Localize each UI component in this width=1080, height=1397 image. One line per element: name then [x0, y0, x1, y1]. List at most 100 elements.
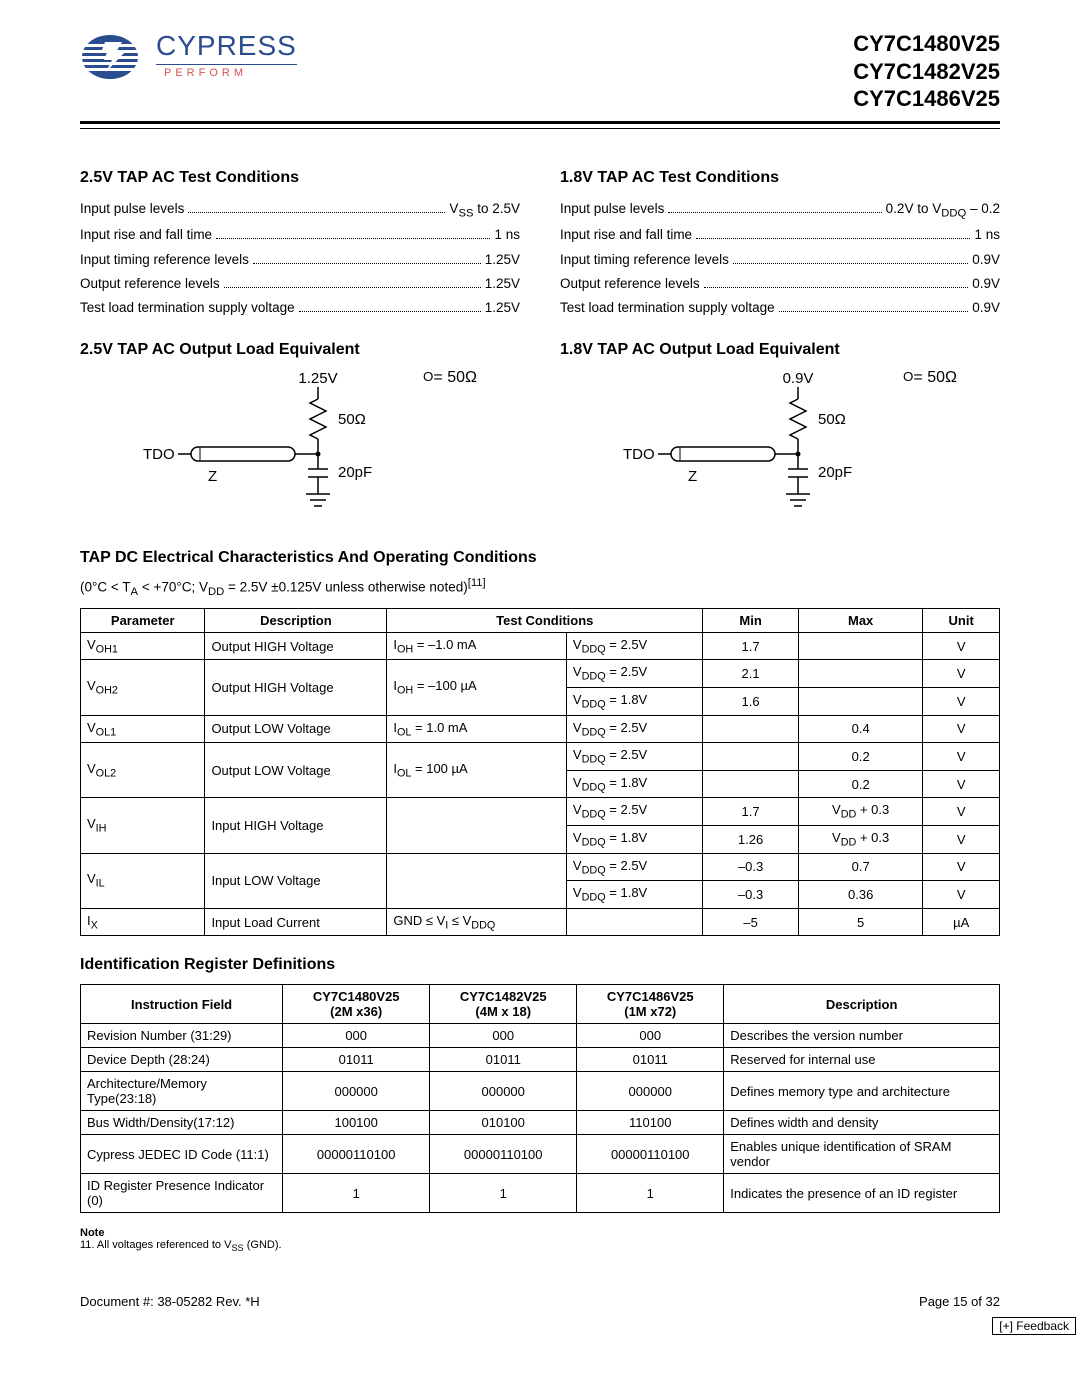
cell-min: 1.6 [703, 688, 799, 716]
cell-tc1: IOL = 1.0 mA [387, 715, 567, 743]
condition-row: Input rise and fall time1 ns [80, 223, 520, 247]
svg-text:20pF: 20pF [818, 464, 852, 481]
condition-row: Input timing reference levels 0.9V [560, 248, 1000, 272]
cell-tc1: IOL = 100 µA [387, 743, 567, 798]
part-number: CY7C1486V25 [853, 85, 1000, 113]
cell-desc: Defines width and density [724, 1111, 1000, 1135]
dc-table: ParameterDescriptionTest ConditionsMinMa… [80, 608, 1000, 937]
condition-label: Input timing reference levels [80, 248, 249, 272]
cell-max [798, 632, 922, 660]
condition-label: Input pulse levels [80, 197, 184, 221]
table-row: VILInput LOW VoltageVDDQ = 2.5V–0.30.7V [81, 853, 1000, 881]
condition-value: 1 ns [974, 223, 1000, 247]
cell-b: 000 [430, 1024, 577, 1048]
page-header: CYPRESS PERFORM CY7C1480V25 CY7C1482V25 … [80, 30, 1000, 124]
svg-text:1.25V: 1.25V [298, 370, 337, 387]
cell-param: IX [81, 908, 205, 936]
condition-value: 1.25V [485, 296, 520, 320]
col-desc: Description [205, 608, 387, 632]
cell-b: 01011 [430, 1048, 577, 1072]
cell-max: 0.7 [798, 853, 922, 881]
cell-a: 1 [283, 1174, 430, 1213]
condition-label: Output reference levels [560, 272, 700, 296]
cell-desc: Input Load Current [205, 908, 387, 936]
part-number: CY7C1482V25 [853, 58, 1000, 86]
circuit-18v: 0.9V50Ω20pFTDOZO= 50Ω [560, 369, 1000, 519]
cell-a: 100100 [283, 1111, 430, 1135]
cell-desc: Output HIGH Voltage [205, 660, 387, 715]
cell-max: 0.36 [798, 881, 922, 909]
cell-min: 1.26 [703, 825, 799, 853]
cell-tc2: VDDQ = 2.5V [566, 632, 702, 660]
table-row: VOH2Output HIGH VoltageIOH = –100 µAVDDQ… [81, 660, 1000, 688]
cell-unit: V [923, 770, 1000, 798]
cell-param: VOL2 [81, 743, 205, 798]
condition-value: 0.9V [972, 248, 1000, 272]
condition-label: Input pulse levels [560, 197, 664, 221]
condition-value: 0.9V [972, 296, 1000, 320]
cell-min: 2.1 [703, 660, 799, 688]
part-number: CY7C1480V25 [853, 30, 1000, 58]
condition-value: 1.25V [485, 272, 520, 296]
cell-max: 5 [798, 908, 922, 936]
cell-tc2: VDDQ = 1.8V [566, 881, 702, 909]
table-row: VOL2Output LOW VoltageIOL = 100 µAVDDQ =… [81, 743, 1000, 771]
cell-c: 000 [577, 1024, 724, 1048]
cell-unit: V [923, 660, 1000, 688]
note: Note 11. All voltages referenced to VSS … [80, 1227, 1000, 1253]
col-25v: 2.5V TAP AC Test Conditions Input pulse … [80, 149, 520, 529]
condition-label: Input timing reference levels [560, 248, 729, 272]
cell-unit: V [923, 825, 1000, 853]
cell-field: Revision Number (31:29) [81, 1024, 283, 1048]
cell-field: Bus Width/Density(17:12) [81, 1111, 283, 1135]
col-header: CY7C1482V25(4M x 18) [430, 985, 577, 1024]
cell-a: 01011 [283, 1048, 430, 1072]
cell-tc2: VDDQ = 1.8V [566, 770, 702, 798]
cell-param: VOH1 [81, 632, 205, 660]
col-18v: 1.8V TAP AC Test Conditions Input pulse … [560, 149, 1000, 529]
svg-text:Z: Z [208, 468, 217, 485]
cell-c: 1 [577, 1174, 724, 1213]
cell-tc2: VDDQ = 1.8V [566, 688, 702, 716]
feedback-button[interactable]: [+] Feedback [992, 1317, 1076, 1335]
cell-field: ID Register Presence Indicator (0) [81, 1174, 283, 1213]
logo-tagline: PERFORM [156, 67, 247, 79]
circuit-diagram: 1.25V50Ω20pFTDOZ [123, 369, 423, 519]
cell-desc: Indicates the presence of an ID register [724, 1174, 1000, 1213]
condition-value: 1 ns [494, 223, 520, 247]
cell-tc2: VDDQ = 2.5V [566, 743, 702, 771]
cell-max: VDD + 0.3 [798, 798, 922, 826]
cell-min: –5 [703, 908, 799, 936]
cell-max: 0.2 [798, 743, 922, 771]
cell-a: 000000 [283, 1072, 430, 1111]
cell-tc1 [387, 798, 567, 853]
condition-row: Input pulse levelsVSS to 2.5V [80, 197, 520, 224]
condition-row: Output reference levels0.9V [560, 272, 1000, 296]
svg-text:Z: Z [688, 468, 697, 485]
cell-tc2: VDDQ = 2.5V [566, 715, 702, 743]
cell-min: 1.7 [703, 798, 799, 826]
section-title-25v-load: 2.5V TAP AC Output Load Equivalent [80, 341, 520, 359]
condition-row: Test load termination supply voltage0.9V [560, 296, 1000, 320]
cell-param: VOL1 [81, 715, 205, 743]
doc-number: Document #: 38-05282 Rev. *H [80, 1294, 260, 1309]
cell-max: VDD + 0.3 [798, 825, 922, 853]
circuit-25v: 1.25V50Ω20pFTDOZO= 50Ω [80, 369, 520, 519]
col-testcond: Test Conditions [387, 608, 703, 632]
cell-desc: Enables unique identification of SRAM ve… [724, 1135, 1000, 1174]
cell-c: 00000110100 [577, 1135, 724, 1174]
cell-max [798, 660, 922, 688]
cell-a: 000 [283, 1024, 430, 1048]
cell-tc1: GND ≤ VI ≤ VDDQ [387, 908, 567, 936]
table-row: Architecture/Memory Type(23:18)000000000… [81, 1072, 1000, 1111]
cell-min: 1.7 [703, 632, 799, 660]
col-unit: Unit [923, 608, 1000, 632]
section-title-18v: 1.8V TAP AC Test Conditions [560, 169, 1000, 187]
table-row: Bus Width/Density(17:12)1001000101001101… [81, 1111, 1000, 1135]
table-row: IXInput Load CurrentGND ≤ VI ≤ VDDQ–55µA [81, 908, 1000, 936]
cell-min: –0.3 [703, 853, 799, 881]
condition-label: Input rise and fall time [560, 223, 692, 247]
col-header: Instruction Field [81, 985, 283, 1024]
condition-label: Output reference levels [80, 272, 220, 296]
cell-max: 0.4 [798, 715, 922, 743]
